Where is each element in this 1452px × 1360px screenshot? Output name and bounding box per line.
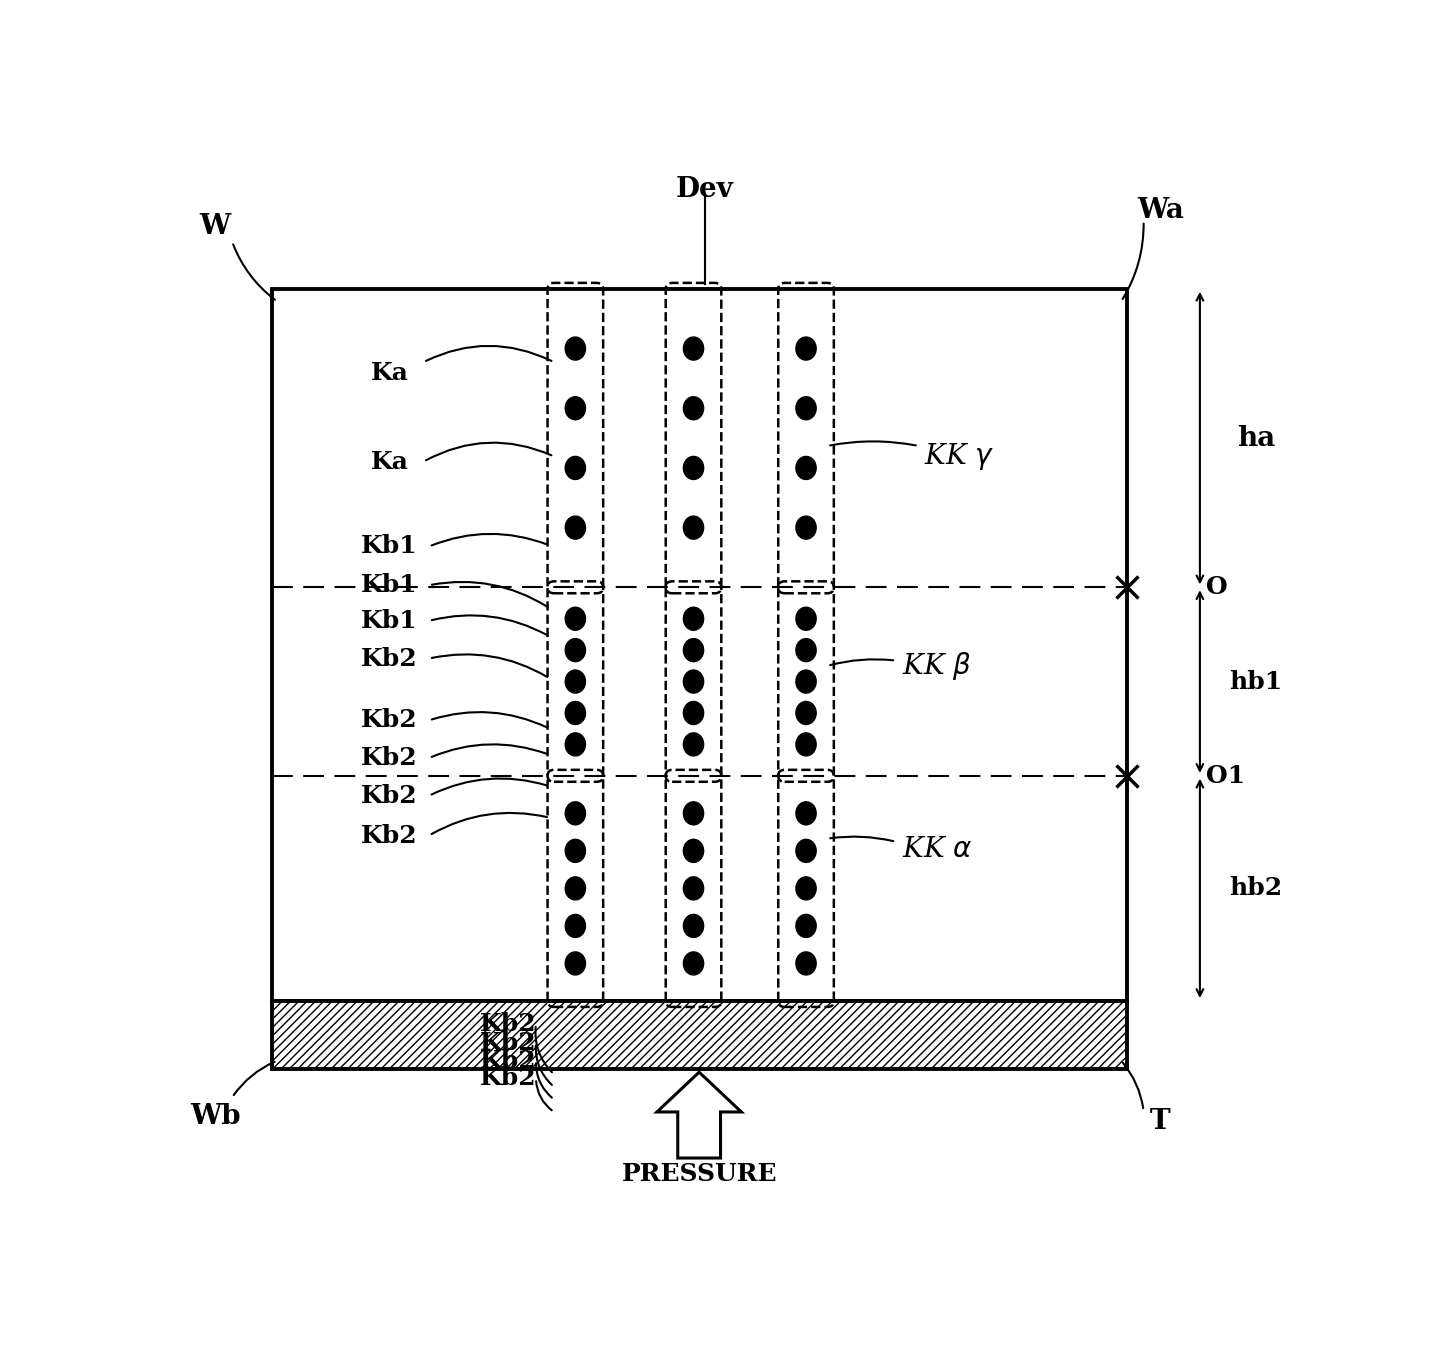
Ellipse shape [684,802,704,826]
Bar [272,288,1127,1001]
Ellipse shape [684,914,704,937]
Bar [272,1001,1127,1069]
Ellipse shape [565,877,585,900]
Text: W: W [199,212,231,239]
Ellipse shape [796,670,816,694]
Ellipse shape [796,877,816,900]
Ellipse shape [684,515,704,539]
Text: KK $\alpha$: KK $\alpha$ [902,835,973,862]
Text: Ka: Ka [370,450,408,473]
Text: KK $\beta$: KK $\beta$ [902,650,971,681]
Ellipse shape [565,337,585,360]
Text: Wb: Wb [190,1103,241,1130]
Ellipse shape [565,515,585,539]
Ellipse shape [796,515,816,539]
Text: Ka: Ka [370,360,408,385]
Text: Kb2: Kb2 [479,1066,536,1091]
Ellipse shape [684,639,704,662]
Ellipse shape [565,457,585,480]
Ellipse shape [796,839,816,862]
Ellipse shape [684,457,704,480]
Ellipse shape [565,802,585,826]
Ellipse shape [684,733,704,756]
Bar [272,1001,1127,1069]
Ellipse shape [684,670,704,694]
Ellipse shape [796,457,816,480]
Ellipse shape [565,733,585,756]
Ellipse shape [684,397,704,420]
Text: Kb2: Kb2 [362,646,418,670]
Ellipse shape [565,702,585,725]
Ellipse shape [796,639,816,662]
Text: Kb2: Kb2 [479,1049,536,1073]
Ellipse shape [796,607,816,630]
Ellipse shape [796,733,816,756]
Text: Kb2: Kb2 [362,783,418,808]
Ellipse shape [796,397,816,420]
Ellipse shape [565,952,585,975]
Ellipse shape [565,670,585,694]
Ellipse shape [565,397,585,420]
Ellipse shape [796,914,816,937]
Ellipse shape [684,702,704,725]
Text: Kb1: Kb1 [362,534,418,559]
Text: hb1: hb1 [1230,669,1282,694]
Ellipse shape [796,802,816,826]
Ellipse shape [796,702,816,725]
Text: PRESSURE: PRESSURE [621,1161,777,1186]
Text: KK $\gamma$: KK $\gamma$ [923,441,995,472]
Ellipse shape [684,952,704,975]
Text: O: O [1205,575,1227,600]
Ellipse shape [565,914,585,937]
Ellipse shape [796,952,816,975]
Text: Wa: Wa [1137,197,1183,224]
Ellipse shape [684,607,704,630]
Text: Kb1: Kb1 [362,609,418,632]
Ellipse shape [565,839,585,862]
Ellipse shape [565,607,585,630]
Text: Kb2: Kb2 [362,709,418,732]
Text: hb2: hb2 [1230,876,1282,900]
Text: O1: O1 [1205,764,1244,787]
Text: Kb2: Kb2 [479,1012,536,1036]
Text: Kb2: Kb2 [362,824,418,847]
Text: T: T [1150,1108,1170,1134]
Text: Kb2: Kb2 [362,747,418,770]
Ellipse shape [684,839,704,862]
Ellipse shape [684,337,704,360]
Ellipse shape [565,639,585,662]
Text: Kb2: Kb2 [479,1031,536,1055]
Ellipse shape [684,877,704,900]
Ellipse shape [796,337,816,360]
Text: Kb1: Kb1 [362,573,418,597]
Text: Dev: Dev [675,175,733,203]
Text: ha: ha [1237,424,1275,452]
